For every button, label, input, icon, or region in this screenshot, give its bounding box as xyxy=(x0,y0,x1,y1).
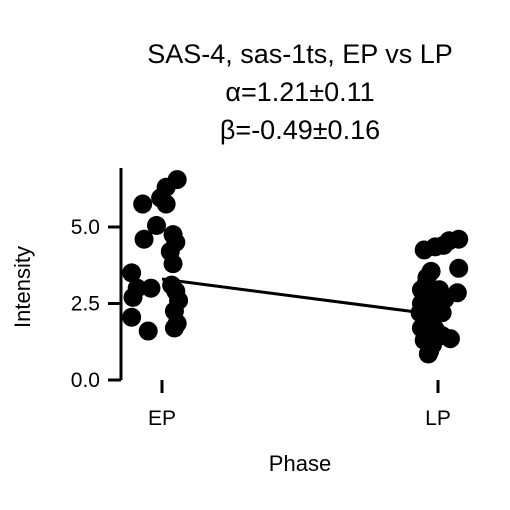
fit-line xyxy=(161,277,439,317)
y-tick-label: 2.5 xyxy=(71,293,100,316)
chart-title-line-2: α=1.21±0.11 xyxy=(225,77,374,107)
data-point xyxy=(440,329,460,349)
y-axis-label: Intensity xyxy=(10,246,35,328)
data-point xyxy=(164,318,184,338)
data-point xyxy=(123,287,143,307)
data-point xyxy=(122,263,142,283)
data-point xyxy=(163,254,183,274)
chart-title-line-3: β=-0.49±0.16 xyxy=(220,115,380,145)
data-point xyxy=(151,188,171,208)
data-point xyxy=(141,278,161,298)
data-point xyxy=(449,258,469,278)
data-point xyxy=(134,229,154,249)
data-point xyxy=(146,215,166,235)
data-point xyxy=(414,240,434,260)
x-ticks: EP LP xyxy=(148,380,451,430)
x-tick-label: LP xyxy=(425,407,451,430)
data-point xyxy=(411,280,431,300)
chart-title: SAS-4, sas-1ts, EP vs LP α=1.21±0.11 β=-… xyxy=(147,39,453,145)
fit-line-group xyxy=(161,277,439,317)
data-point xyxy=(418,344,438,364)
data-point xyxy=(138,321,158,341)
data-point xyxy=(122,307,142,327)
y-axis: 0.0 2.5 5.0 Intensity xyxy=(10,168,123,392)
data-point xyxy=(133,194,153,214)
x-tick-label: EP xyxy=(148,407,176,430)
x-axis-label: Phase xyxy=(269,451,331,476)
data-points xyxy=(122,170,469,364)
x-axis: EP LP Phase xyxy=(148,380,451,476)
chart-title-line-1: SAS-4, sas-1ts, EP vs LP xyxy=(147,39,453,69)
y-ticks: 0.0 2.5 5.0 xyxy=(71,216,121,392)
y-tick-label: 5.0 xyxy=(71,216,100,239)
y-tick-label: 0.0 xyxy=(71,369,100,392)
